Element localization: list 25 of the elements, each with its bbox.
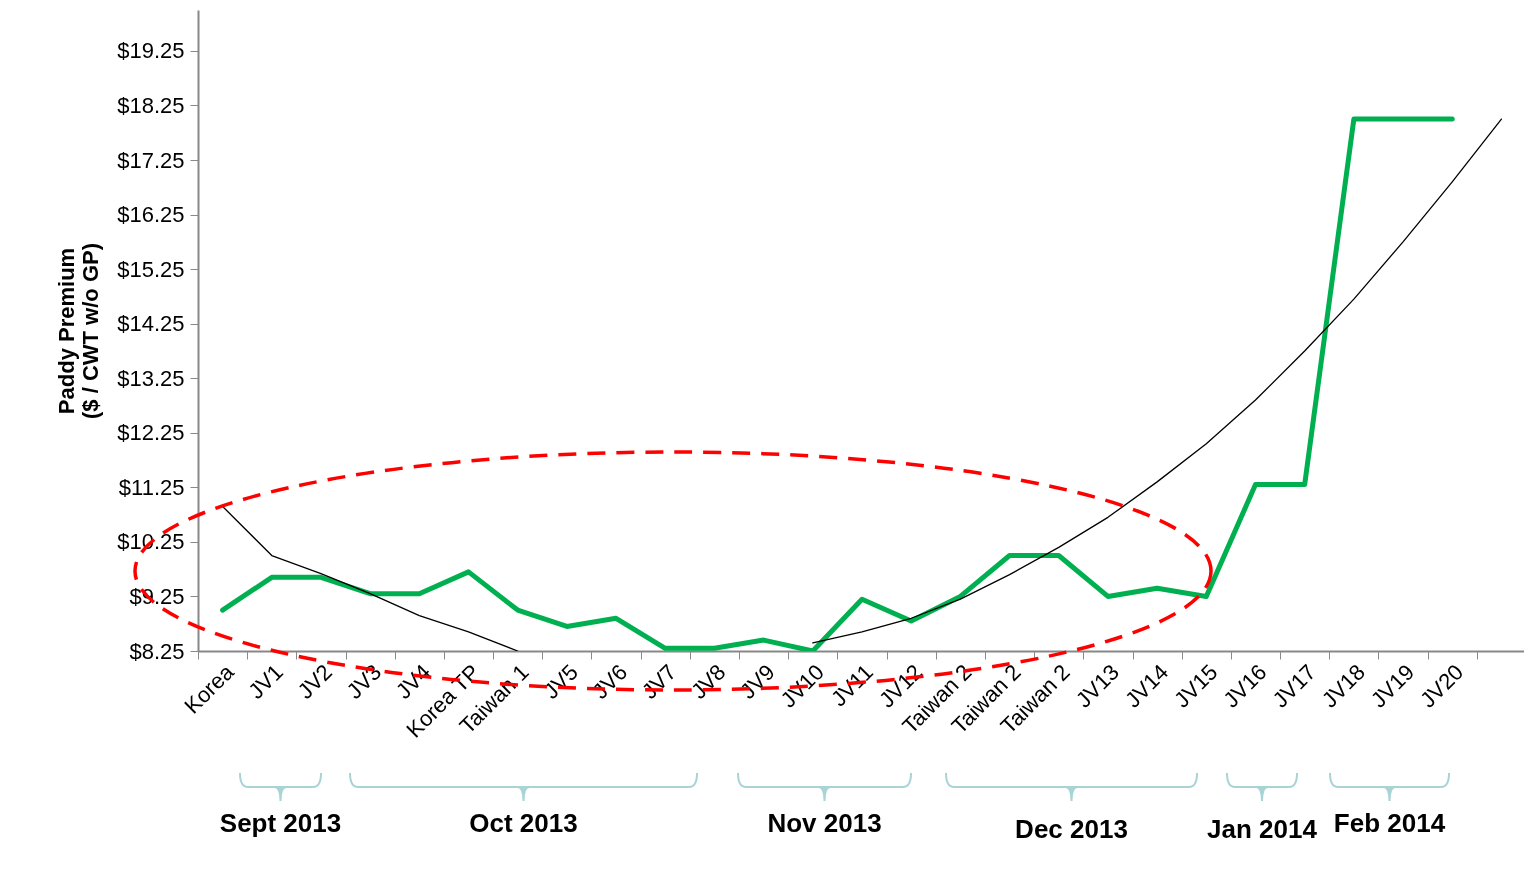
y-tick-label: $18.25	[117, 92, 185, 118]
text: Dec 2013	[1014, 813, 1129, 846]
x-tick-label: JV7	[636, 659, 682, 704]
text: Feb 2014	[1332, 807, 1447, 840]
y-tick-label: $14.25	[117, 311, 185, 337]
y-tick-label: $8.25	[129, 638, 185, 664]
y-tick-label: $17.25	[117, 147, 185, 173]
text: Oct 2013	[468, 807, 579, 840]
text: Nov 2013	[766, 807, 883, 840]
text: Sept 2013	[218, 807, 343, 840]
x-tick-label: JV8	[686, 659, 731, 704]
y-tick-label: $11.25	[118, 474, 185, 500]
y-tick-label: $12.25	[117, 420, 185, 446]
y-axis-title: Paddy Premium ($ / CWT w/o GP)	[54, 243, 104, 419]
y-tick-label: $13.25	[117, 365, 185, 391]
x-tick-label: JV9	[735, 659, 780, 704]
y-tick-label: $15.25	[117, 256, 185, 282]
x-tick-label: JV3	[341, 659, 387, 704]
x-tick-label: JV1	[243, 659, 288, 704]
y-tick-label: $19.25	[117, 38, 185, 64]
y-tick-label: $16.25	[117, 202, 185, 228]
x-tick-label: JV6	[587, 659, 633, 704]
text: Jan 2014	[1206, 813, 1318, 846]
x-tick-label: JV2	[292, 659, 338, 704]
y-tick-label: $10.25	[117, 529, 185, 555]
